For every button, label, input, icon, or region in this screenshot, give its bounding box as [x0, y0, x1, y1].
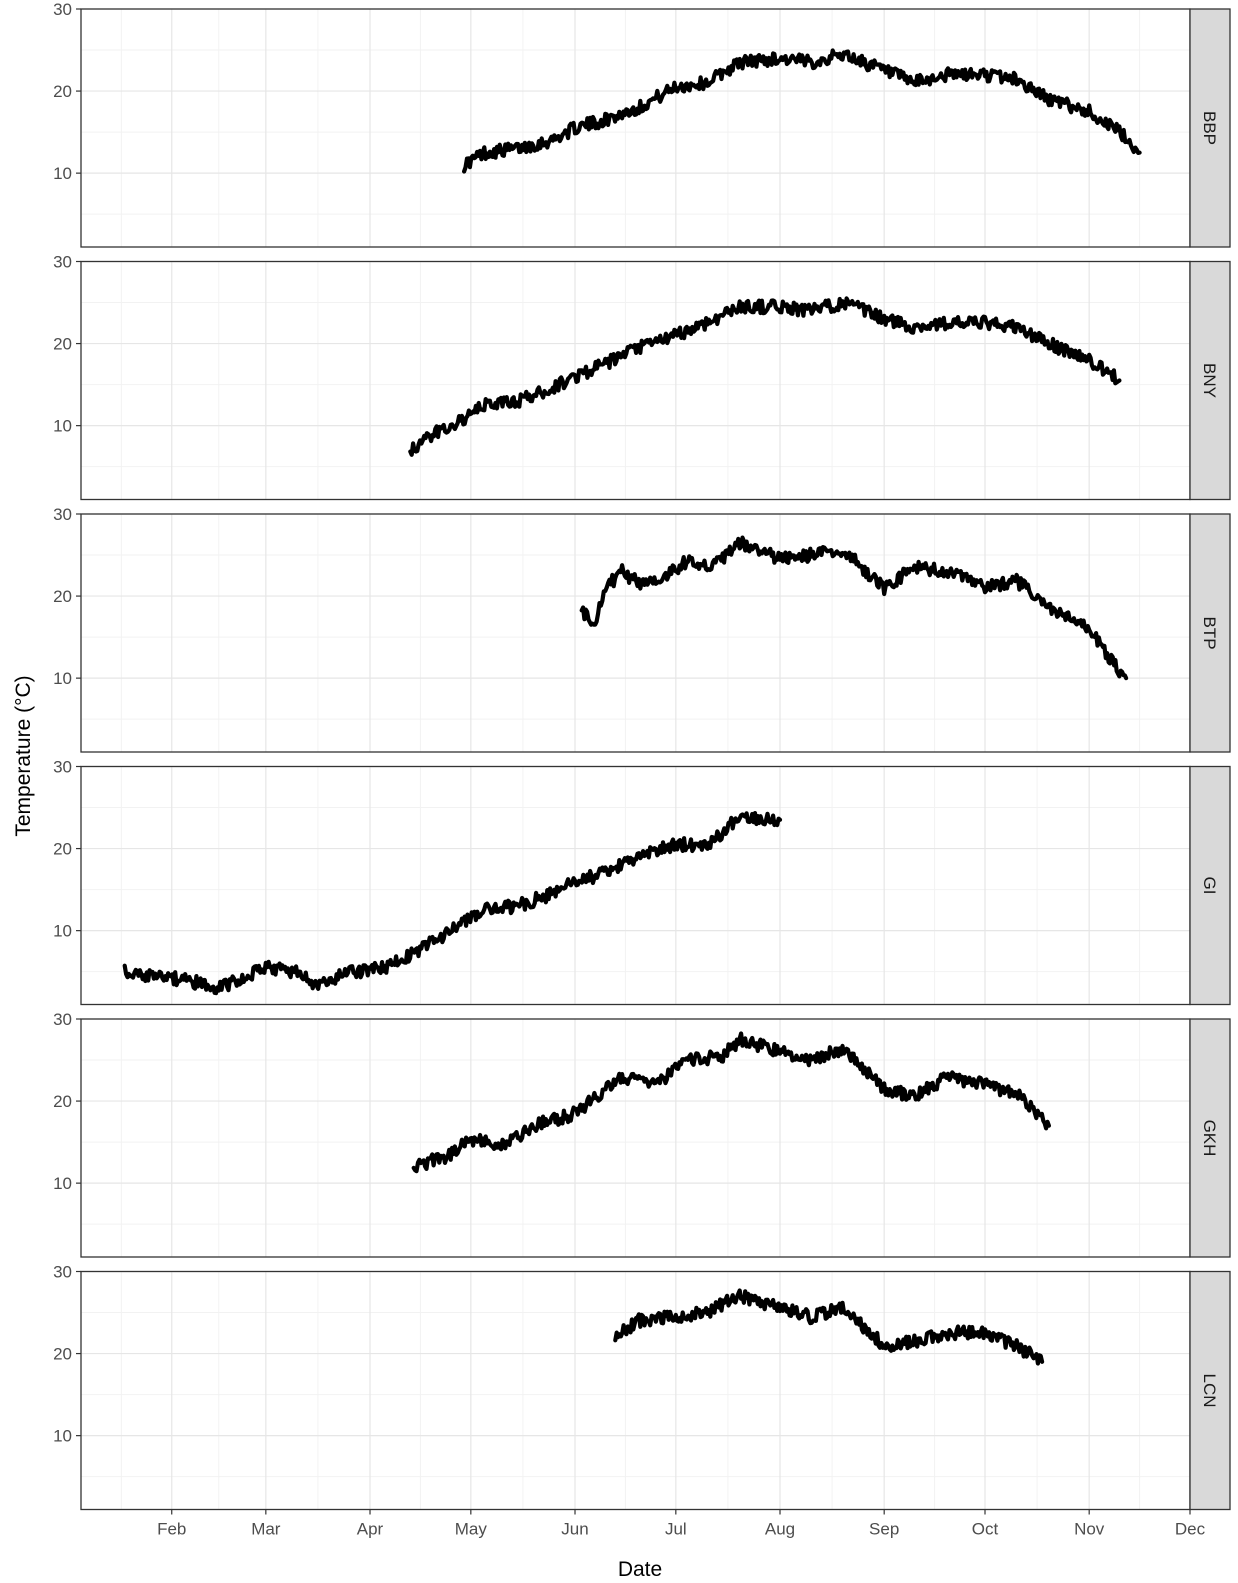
facet-strip	[1189, 513, 1231, 753]
x-tick-label: Aug	[765, 1520, 795, 1539]
y-tick-label: 30	[53, 758, 72, 777]
facet-strip	[1189, 260, 1231, 501]
panel-bbp: 10 20 30 BBP	[53, 0, 1231, 248]
facet-panels: 10 20 30 BBP 10 20 30 BNY 10 20 30 BTP 10 20 30 GI 10 20 3…	[53, 0, 1231, 1511]
y-tick-label: 30	[53, 0, 72, 19]
x-tick-label: Dec	[1175, 1520, 1206, 1539]
panel-btp: 10 20 30 BTP	[53, 505, 1231, 753]
y-tick-label: 10	[53, 164, 72, 183]
x-tick-label: Feb	[157, 1520, 186, 1539]
series-line-bbp	[462, 48, 1142, 174]
x-tick-label: Nov	[1074, 1520, 1105, 1539]
panel-background	[81, 514, 1190, 752]
panel-gkh: 10 20 30 GKH	[53, 1010, 1231, 1258]
x-axis: Feb Mar Apr May Jun Jul Aug Sep Oct Nov Dec	[157, 1509, 1206, 1539]
y-tick-label: 30	[53, 253, 72, 272]
facet-strip-label: BNY	[1200, 363, 1219, 398]
y-tick-label: 10	[53, 922, 72, 941]
facet-strip	[1189, 765, 1231, 1006]
facet-strip	[1189, 8, 1231, 248]
x-tick-label: Oct	[972, 1520, 999, 1539]
panel-background	[81, 1019, 1190, 1257]
y-tick-label: 10	[53, 1174, 72, 1193]
y-tick-label: 20	[53, 335, 72, 354]
facet-strip	[1189, 1018, 1231, 1258]
y-tick-label: 20	[53, 840, 72, 859]
y-axis-title: Temperature (°C)	[12, 675, 35, 836]
y-tick-label: 10	[53, 669, 72, 688]
x-tick-label: Mar	[251, 1520, 281, 1539]
facet-strip-label: GKH	[1200, 1120, 1219, 1157]
y-tick-label: 10	[53, 417, 72, 436]
panel-lcn: 10 20 30 LCN	[53, 1263, 1231, 1511]
series-line-btp	[579, 535, 1129, 681]
y-tick-label: 20	[53, 1345, 72, 1364]
series-line-gkh	[411, 1031, 1051, 1174]
y-tick-label: 10	[53, 1427, 72, 1446]
series-line-gi	[122, 811, 783, 996]
y-tick-label: 30	[53, 1010, 72, 1029]
x-tick-label: Apr	[357, 1520, 384, 1539]
facet-strip-label: LCN	[1200, 1373, 1219, 1407]
y-tick-label: 20	[53, 82, 72, 101]
facet-strip	[1189, 1270, 1231, 1511]
facet-strip-label: BBP	[1200, 111, 1219, 145]
y-tick-label: 20	[53, 587, 72, 606]
y-tick-label: 30	[53, 505, 72, 524]
panel-gi: 10 20 30 GI	[53, 758, 1231, 1006]
x-tick-label: Sep	[869, 1520, 899, 1539]
x-axis-title: Date	[618, 1558, 662, 1581]
panel-background	[81, 766, 1190, 1005]
panel-background	[81, 261, 1190, 500]
panel-bny: 10 20 30 BNY	[53, 253, 1231, 501]
series-line-bny	[408, 296, 1122, 457]
y-tick-label: 30	[53, 1263, 72, 1282]
y-tick-label: 20	[53, 1092, 72, 1111]
facet-strip-label: BTP	[1200, 616, 1219, 649]
x-tick-label: Jul	[665, 1520, 687, 1539]
x-tick-label: May	[455, 1520, 488, 1539]
series-line-lcn	[613, 1288, 1045, 1366]
x-tick-label: Jun	[561, 1520, 588, 1539]
panel-background	[81, 9, 1190, 247]
facet-strip-label: GI	[1200, 877, 1219, 895]
panel-background	[81, 1271, 1190, 1510]
